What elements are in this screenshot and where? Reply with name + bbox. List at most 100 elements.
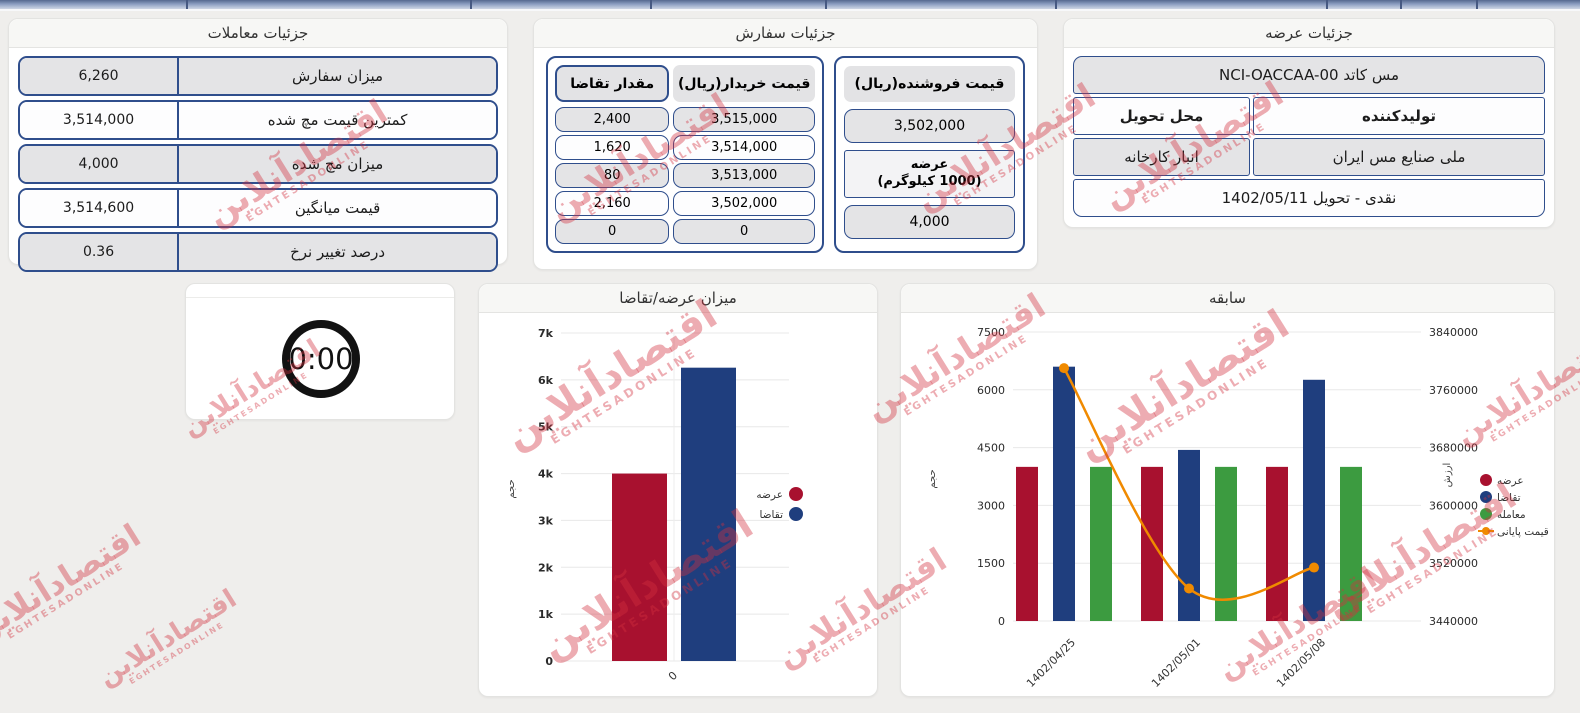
watermark-persian-text: اقتصادآنلاین bbox=[93, 583, 243, 693]
y-axis-tick-label: 2k bbox=[538, 561, 554, 574]
panel-supply-details: جزئیات عرضه مس کاتد NCI-OACCAA-00 محل تح… bbox=[1063, 18, 1555, 228]
panel-order-details: جزئیات سفارش مقدار تقاضا قیمت خریدار(ریا… bbox=[533, 18, 1038, 270]
watermark-persian-text: اقتصادآنلاین bbox=[0, 516, 148, 651]
y-axis-tick-label: 7500 bbox=[977, 326, 1005, 339]
panel-supply-details-title: جزئیات عرضه bbox=[1064, 19, 1554, 48]
table-row: 3,514,600 قیمت میانگین bbox=[18, 188, 498, 228]
buyer-price-header: قیمت خریدار(ریال) bbox=[673, 65, 815, 102]
seller-price-value: 3,502,000 bbox=[844, 109, 1015, 143]
buyer-price: 3,513,000 bbox=[673, 163, 815, 188]
history-chart-title: سابقه bbox=[901, 284, 1554, 313]
buyer-price: 3,514,000 bbox=[673, 135, 815, 160]
settlement-delivery-date: نقدی - تحویل 1402/05/11 bbox=[1073, 179, 1545, 217]
timer-card-header bbox=[186, 284, 454, 298]
y-axis-tick-label: 1k bbox=[538, 608, 554, 621]
supply-unit-label: عرضه (1000 کیلوگرم) bbox=[844, 150, 1015, 198]
demand-qty: 80 bbox=[555, 163, 670, 188]
watermark-latin-text: EGHTESADONLINE bbox=[5, 560, 127, 642]
y-axis-tick-label: 1500 bbox=[977, 557, 1005, 570]
y-axis-tick-label: 5k bbox=[538, 421, 554, 434]
lowest-matched-price-value: 3,514,000 bbox=[20, 102, 178, 138]
y-axis-title: حجم bbox=[506, 479, 517, 498]
demand-qty: 2,160 bbox=[555, 191, 670, 216]
order-volume-label: میزان سفارش bbox=[177, 58, 496, 94]
y-axis-tick-label: 7k bbox=[538, 327, 554, 340]
matched-volume-value: 4,000 bbox=[20, 146, 178, 182]
y-axis-tick-label: 6000 bbox=[977, 384, 1005, 397]
order-book-row: 0 0 bbox=[555, 219, 815, 244]
legend-item[interactable]: تقاضا bbox=[1480, 491, 1521, 504]
tab-divider bbox=[1055, 0, 1057, 9]
legend-label: معامله bbox=[1497, 509, 1526, 521]
bar-demand bbox=[1178, 449, 1200, 621]
y-axis-tick-label: 3k bbox=[538, 514, 554, 527]
y-axis-title: حجم bbox=[927, 469, 938, 488]
supply-demand-chart-title: میزان عرضه/تقاضا bbox=[479, 284, 877, 313]
watermark-latin-text: EGHTESADONLINE bbox=[127, 619, 226, 686]
bar-demand bbox=[1053, 366, 1075, 621]
y-axis-right-tick-label: 3680000 bbox=[1429, 442, 1478, 455]
supply-demand-chart: 0 1k 2k 3k 4k 5k 6k 7k 0 عرضه تقاضا حجم bbox=[506, 327, 803, 683]
legend-item[interactable]: معامله bbox=[1480, 508, 1526, 521]
y-axis-title: ارزش bbox=[1442, 463, 1453, 488]
top-tab-strip bbox=[0, 0, 1580, 11]
y-axis-tick-label: 0 bbox=[545, 655, 553, 668]
legend-label: تقاضا bbox=[759, 509, 783, 521]
history-chart-card: سابقه 0 3440000 1500 3520000 3000 3600000 4500… bbox=[900, 283, 1555, 697]
order-book-row: 2,160 3,502,000 bbox=[555, 191, 815, 216]
buyer-price: 3,515,000 bbox=[673, 107, 815, 132]
average-price-value: 3,514,600 bbox=[20, 190, 178, 226]
tab-divider bbox=[1476, 0, 1478, 9]
supply-label-line1: عرضه bbox=[910, 157, 949, 173]
bar-supply bbox=[612, 473, 667, 661]
tab-divider bbox=[186, 0, 188, 9]
auction-timer-card: 0:00 bbox=[185, 283, 455, 420]
delivery-location-header: محل تحویل bbox=[1073, 97, 1250, 135]
y-axis-right-tick-label: 3600000 bbox=[1429, 499, 1478, 512]
legend-item[interactable]: قیمت پایانی bbox=[1478, 526, 1549, 538]
x-axis-label: 1402/04/25 bbox=[1024, 636, 1078, 690]
order-book: مقدار تقاضا قیمت خریدار(ریال) 2,400 3,51… bbox=[546, 56, 824, 253]
legend-label: عرضه bbox=[756, 489, 783, 501]
order-volume-value: 6,260 bbox=[20, 58, 178, 94]
seller-quote-box: قیمت فروشنده(ریال) 3,502,000 عرضه (1000 … bbox=[834, 56, 1025, 253]
legend-item[interactable]: عرضه bbox=[1480, 474, 1524, 487]
order-book-row: 1,620 3,514,000 bbox=[555, 135, 815, 160]
line-point bbox=[1059, 363, 1069, 374]
legend-label: تقاضا bbox=[1497, 492, 1521, 504]
bar-supply bbox=[1141, 466, 1163, 621]
bar-trade bbox=[1340, 466, 1362, 621]
y-axis-tick-label: 4k bbox=[538, 468, 554, 481]
history-chart: 0 3440000 1500 3520000 3000 3600000 4500 368000… bbox=[927, 326, 1549, 690]
bar-trade bbox=[1090, 466, 1112, 621]
countdown-timer: 0:00 bbox=[282, 320, 360, 398]
supply-demand-chart-card: میزان عرضه/تقاضا 0 1k 2k 3k 4k 5k 6k 7k 0 عرضه تقا… bbox=[478, 283, 878, 697]
supply-label-line2: (1000 کیلوگرم) bbox=[877, 174, 982, 189]
demand-qty: 0 bbox=[555, 219, 670, 244]
buyer-price: 0 bbox=[673, 219, 815, 244]
y-axis-right-tick-label: 3760000 bbox=[1429, 384, 1478, 397]
bar-supply bbox=[1266, 466, 1288, 621]
supply-qty-value: 4,000 bbox=[844, 205, 1015, 239]
tab-divider bbox=[470, 0, 472, 9]
demand-qty: 2,400 bbox=[555, 107, 670, 132]
bar-trade bbox=[1215, 466, 1237, 621]
y-axis-right-tick-label: 3840000 bbox=[1429, 326, 1478, 339]
buyer-price: 3,502,000 bbox=[673, 191, 815, 216]
legend-item[interactable]: عرضه bbox=[756, 487, 803, 501]
x-axis-label: 1402/05/08 bbox=[1274, 636, 1328, 690]
bar-demand bbox=[1303, 379, 1325, 621]
average-price-label: قیمت میانگین bbox=[177, 190, 496, 226]
table-row: 3,514,000 کمترین قیمت مچ شده bbox=[18, 100, 498, 140]
legend-item[interactable]: تقاضا bbox=[759, 507, 803, 521]
timer-value: 0:00 bbox=[288, 342, 354, 376]
bar-supply bbox=[1016, 466, 1038, 621]
table-row: 4,000 میزان مچ شده bbox=[18, 144, 498, 184]
demand-qty: 1,620 bbox=[555, 135, 670, 160]
delivery-location-value: انبار کارخانه bbox=[1073, 138, 1250, 176]
y-axis-tick-label: 0 bbox=[998, 615, 1005, 628]
demand-qty-header: مقدار تقاضا bbox=[555, 65, 670, 102]
